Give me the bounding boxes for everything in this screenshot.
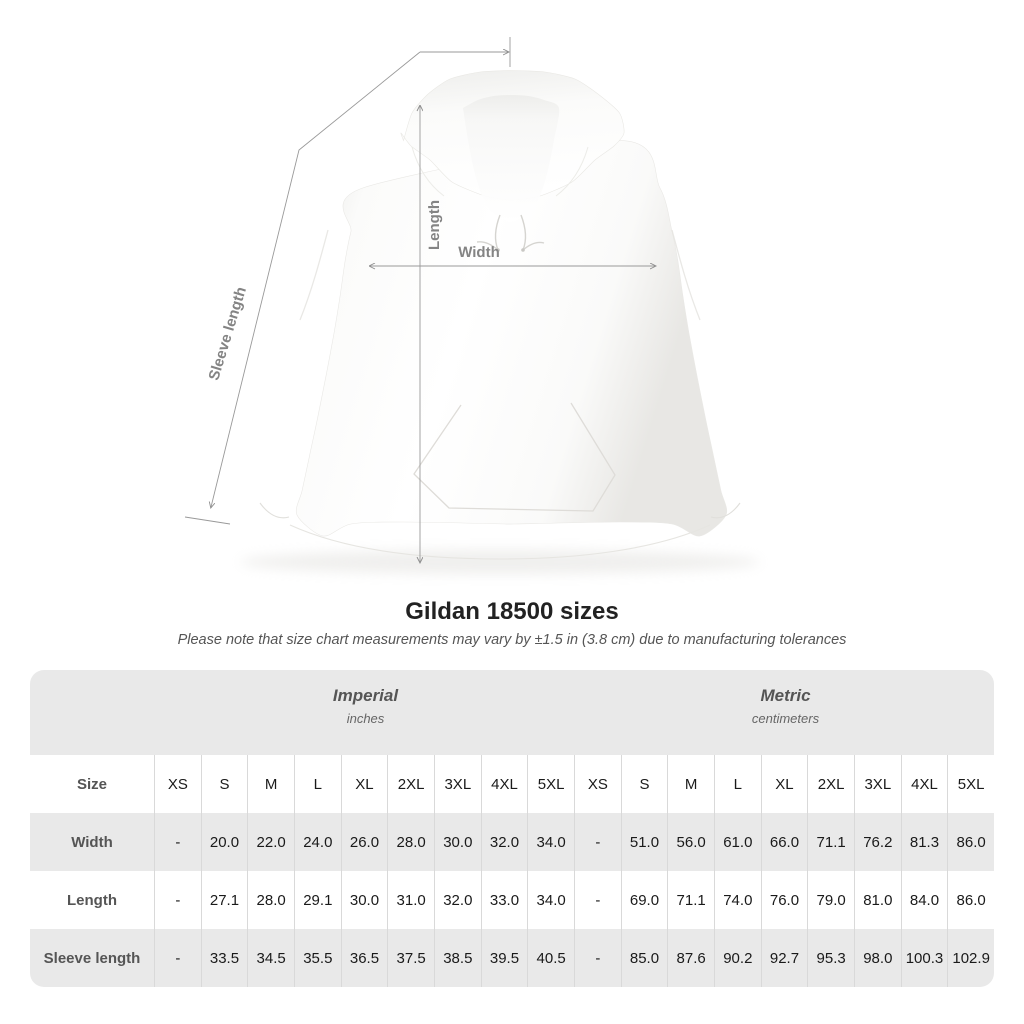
svg-text:Length: Length — [426, 200, 443, 250]
svg-text:Sleeve length: Sleeve length — [205, 285, 250, 382]
svg-text:Width: Width — [458, 244, 500, 261]
